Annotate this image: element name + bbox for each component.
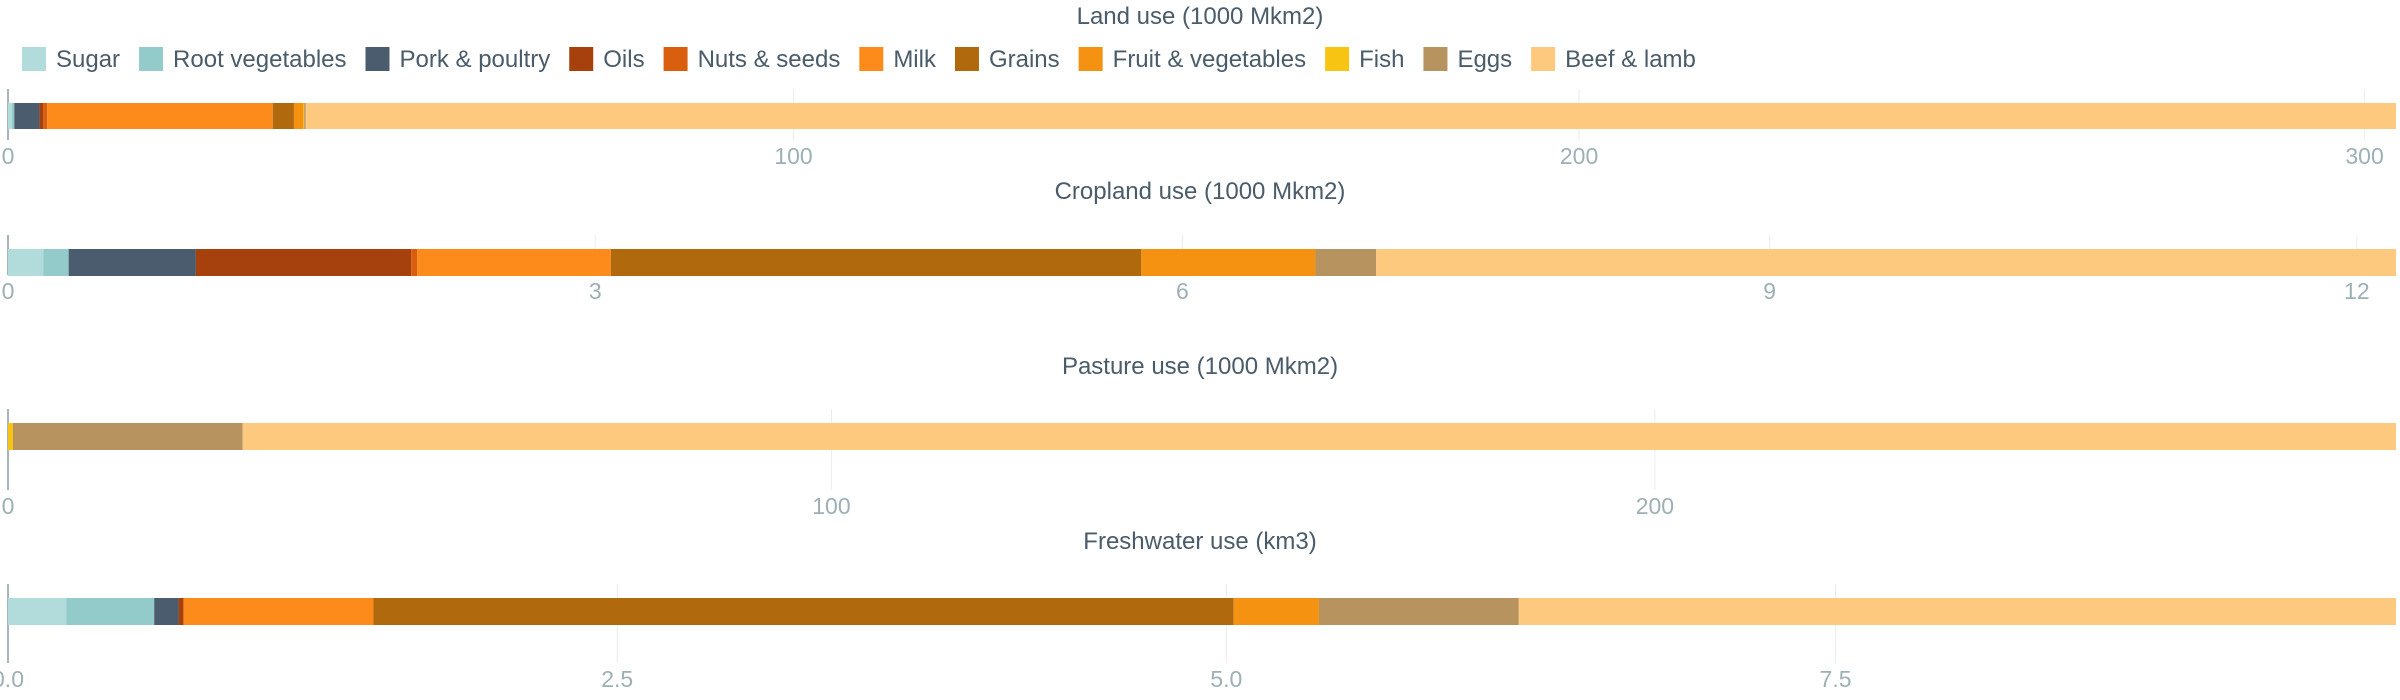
panel-title: Cropland use (1000 Mkm2) [1055, 178, 1346, 205]
legend-swatch [954, 47, 979, 71]
legend-label: Sugar [56, 46, 120, 73]
legend-label: Fruit & vegetables [1113, 46, 1306, 73]
legend-item-root-vegetables[interactable]: Root vegetables [139, 46, 347, 73]
bar-segment-oils[interactable] [178, 598, 184, 625]
x-tick-label: 3 [589, 278, 602, 304]
legend-label: Root vegetables [173, 46, 346, 73]
x-tick-label: 7.5 [1820, 666, 1852, 692]
x-tick-label: 200 [1636, 493, 1674, 519]
legend-label: Beef & lamb [1565, 46, 1696, 73]
legend-swatch [1423, 47, 1448, 71]
bar-segment-grains[interactable] [373, 598, 1234, 625]
x-tick-label: 300 [2345, 143, 2383, 169]
legend-swatch [22, 47, 46, 71]
legend-swatch [1325, 47, 1350, 71]
bar-segment-grains[interactable] [610, 249, 1142, 276]
legend-item-eggs[interactable]: Eggs [1423, 46, 1512, 73]
bar-segment-sugar[interactable] [8, 103, 12, 129]
legend-swatch [139, 47, 164, 71]
bar-segment-milk[interactable] [183, 598, 374, 625]
x-tick-label: 100 [812, 493, 850, 519]
bar-segment-eggs[interactable] [1315, 249, 1377, 276]
bar-segment-fish[interactable] [303, 103, 305, 129]
panel-land-use-1000-mkm2: Land use (1000 Mkm2) 0 100 200 300 [2, 3, 2397, 169]
legend-label: Oils [603, 46, 644, 73]
legend-swatch [1078, 47, 1103, 71]
legend-label: Eggs [1457, 46, 1512, 73]
legend-label: Pork & poultry [400, 46, 551, 73]
bar-segment-grains[interactable] [272, 103, 294, 129]
bar-segment-root-vegetables[interactable] [66, 598, 155, 625]
x-tick-label: 100 [774, 143, 812, 169]
x-tick-label: 0.0 [0, 666, 24, 692]
legend-item-sugar[interactable]: Sugar [22, 46, 120, 73]
panel-title: Freshwater use (km3) [1083, 528, 1316, 555]
legend-item-oils[interactable]: Oils [569, 46, 645, 73]
bar-segment-eggs[interactable] [304, 103, 306, 129]
bar-segment-beef-lamb[interactable] [1518, 598, 2396, 625]
bar-segment-fruit-vegetables[interactable] [1141, 249, 1316, 276]
legend-swatch [365, 47, 390, 71]
bar-segment-oils[interactable] [195, 249, 412, 276]
bar-segment-pork-poultry[interactable] [14, 103, 40, 129]
x-tick-label: 200 [1560, 143, 1598, 169]
bar-segment-milk[interactable] [417, 249, 611, 276]
legend-item-milk[interactable]: Milk [859, 46, 937, 73]
legend-label: Nuts & seeds [698, 46, 841, 73]
bar-segment-oils[interactable] [39, 103, 44, 129]
legend-item-pork-poultry[interactable]: Pork & poultry [365, 46, 551, 73]
panel-freshwater-use-km3: Freshwater use (km3) 0.0 2.5 5.0 7.5 [0, 528, 2396, 692]
legend-item-fruit-vegetables[interactable]: Fruit & vegetables [1078, 46, 1306, 73]
legend-label: Fish [1359, 46, 1404, 73]
legend-swatch [569, 47, 594, 71]
bar-segment-fruit-vegetables[interactable] [293, 103, 304, 129]
bar-segment-eggs[interactable] [1318, 598, 1519, 625]
bar-segment-root-vegetables[interactable] [43, 249, 69, 276]
bar-segment-pork-poultry[interactable] [68, 249, 196, 276]
x-tick-label: 0 [2, 143, 15, 169]
panel-title: Pasture use (1000 Mkm2) [1062, 353, 1338, 380]
bar-segment-sugar[interactable] [8, 249, 44, 276]
bar-segment-beef-lamb[interactable] [242, 423, 2396, 450]
bar-segment-fish[interactable] [8, 423, 13, 450]
x-tick-label: 9 [1763, 278, 1776, 304]
bar-segment-beef-lamb[interactable] [305, 103, 2397, 129]
legend-swatch [1531, 47, 1556, 71]
legend-swatch [663, 47, 688, 71]
chart-legend: Sugar Root vegetables Pork & poultry Oils Nu… [22, 46, 1696, 73]
legend-swatch [859, 47, 884, 71]
panel-title: Land use (1000 Mkm2) [1077, 3, 1324, 30]
legend-item-grains[interactable]: Grains [954, 46, 1060, 73]
bar-segment-eggs[interactable] [12, 423, 243, 450]
legend-item-fish[interactable]: Fish [1325, 46, 1404, 73]
x-tick-label: 0 [2, 493, 15, 519]
panel-cropland-use-1000-mkm2: Cropland use (1000 Mkm2) 0 3 6 9 12 [2, 178, 2396, 304]
x-tick-label: 12 [2344, 278, 2370, 304]
bar-segment-beef-lamb[interactable] [1376, 249, 2396, 276]
bar-segment-nuts-seeds[interactable] [43, 103, 48, 129]
bar-segment-milk[interactable] [47, 103, 273, 129]
legend-item-nuts-seeds[interactable]: Nuts & seeds [663, 46, 841, 73]
bar-segment-nuts-seeds[interactable] [411, 249, 418, 276]
panel-pasture-use-1000-mkm2: Pasture use (1000 Mkm2) 0 100 200 [2, 353, 2396, 519]
bar-segment-fruit-vegetables[interactable] [1233, 598, 1319, 625]
bar-segment-sugar[interactable] [8, 598, 67, 625]
bar-segment-root-vegetables[interactable] [11, 103, 15, 129]
x-tick-label: 0 [2, 278, 15, 304]
bar-segment-pork-poultry[interactable] [154, 598, 179, 625]
x-tick-label: 2.5 [601, 666, 633, 692]
legend-item-beef-lamb[interactable]: Beef & lamb [1531, 46, 1696, 73]
x-tick-label: 5.0 [1210, 666, 1242, 692]
legend-label: Milk [893, 46, 937, 73]
legend-label: Grains [989, 46, 1060, 73]
x-tick-label: 6 [1176, 278, 1189, 304]
